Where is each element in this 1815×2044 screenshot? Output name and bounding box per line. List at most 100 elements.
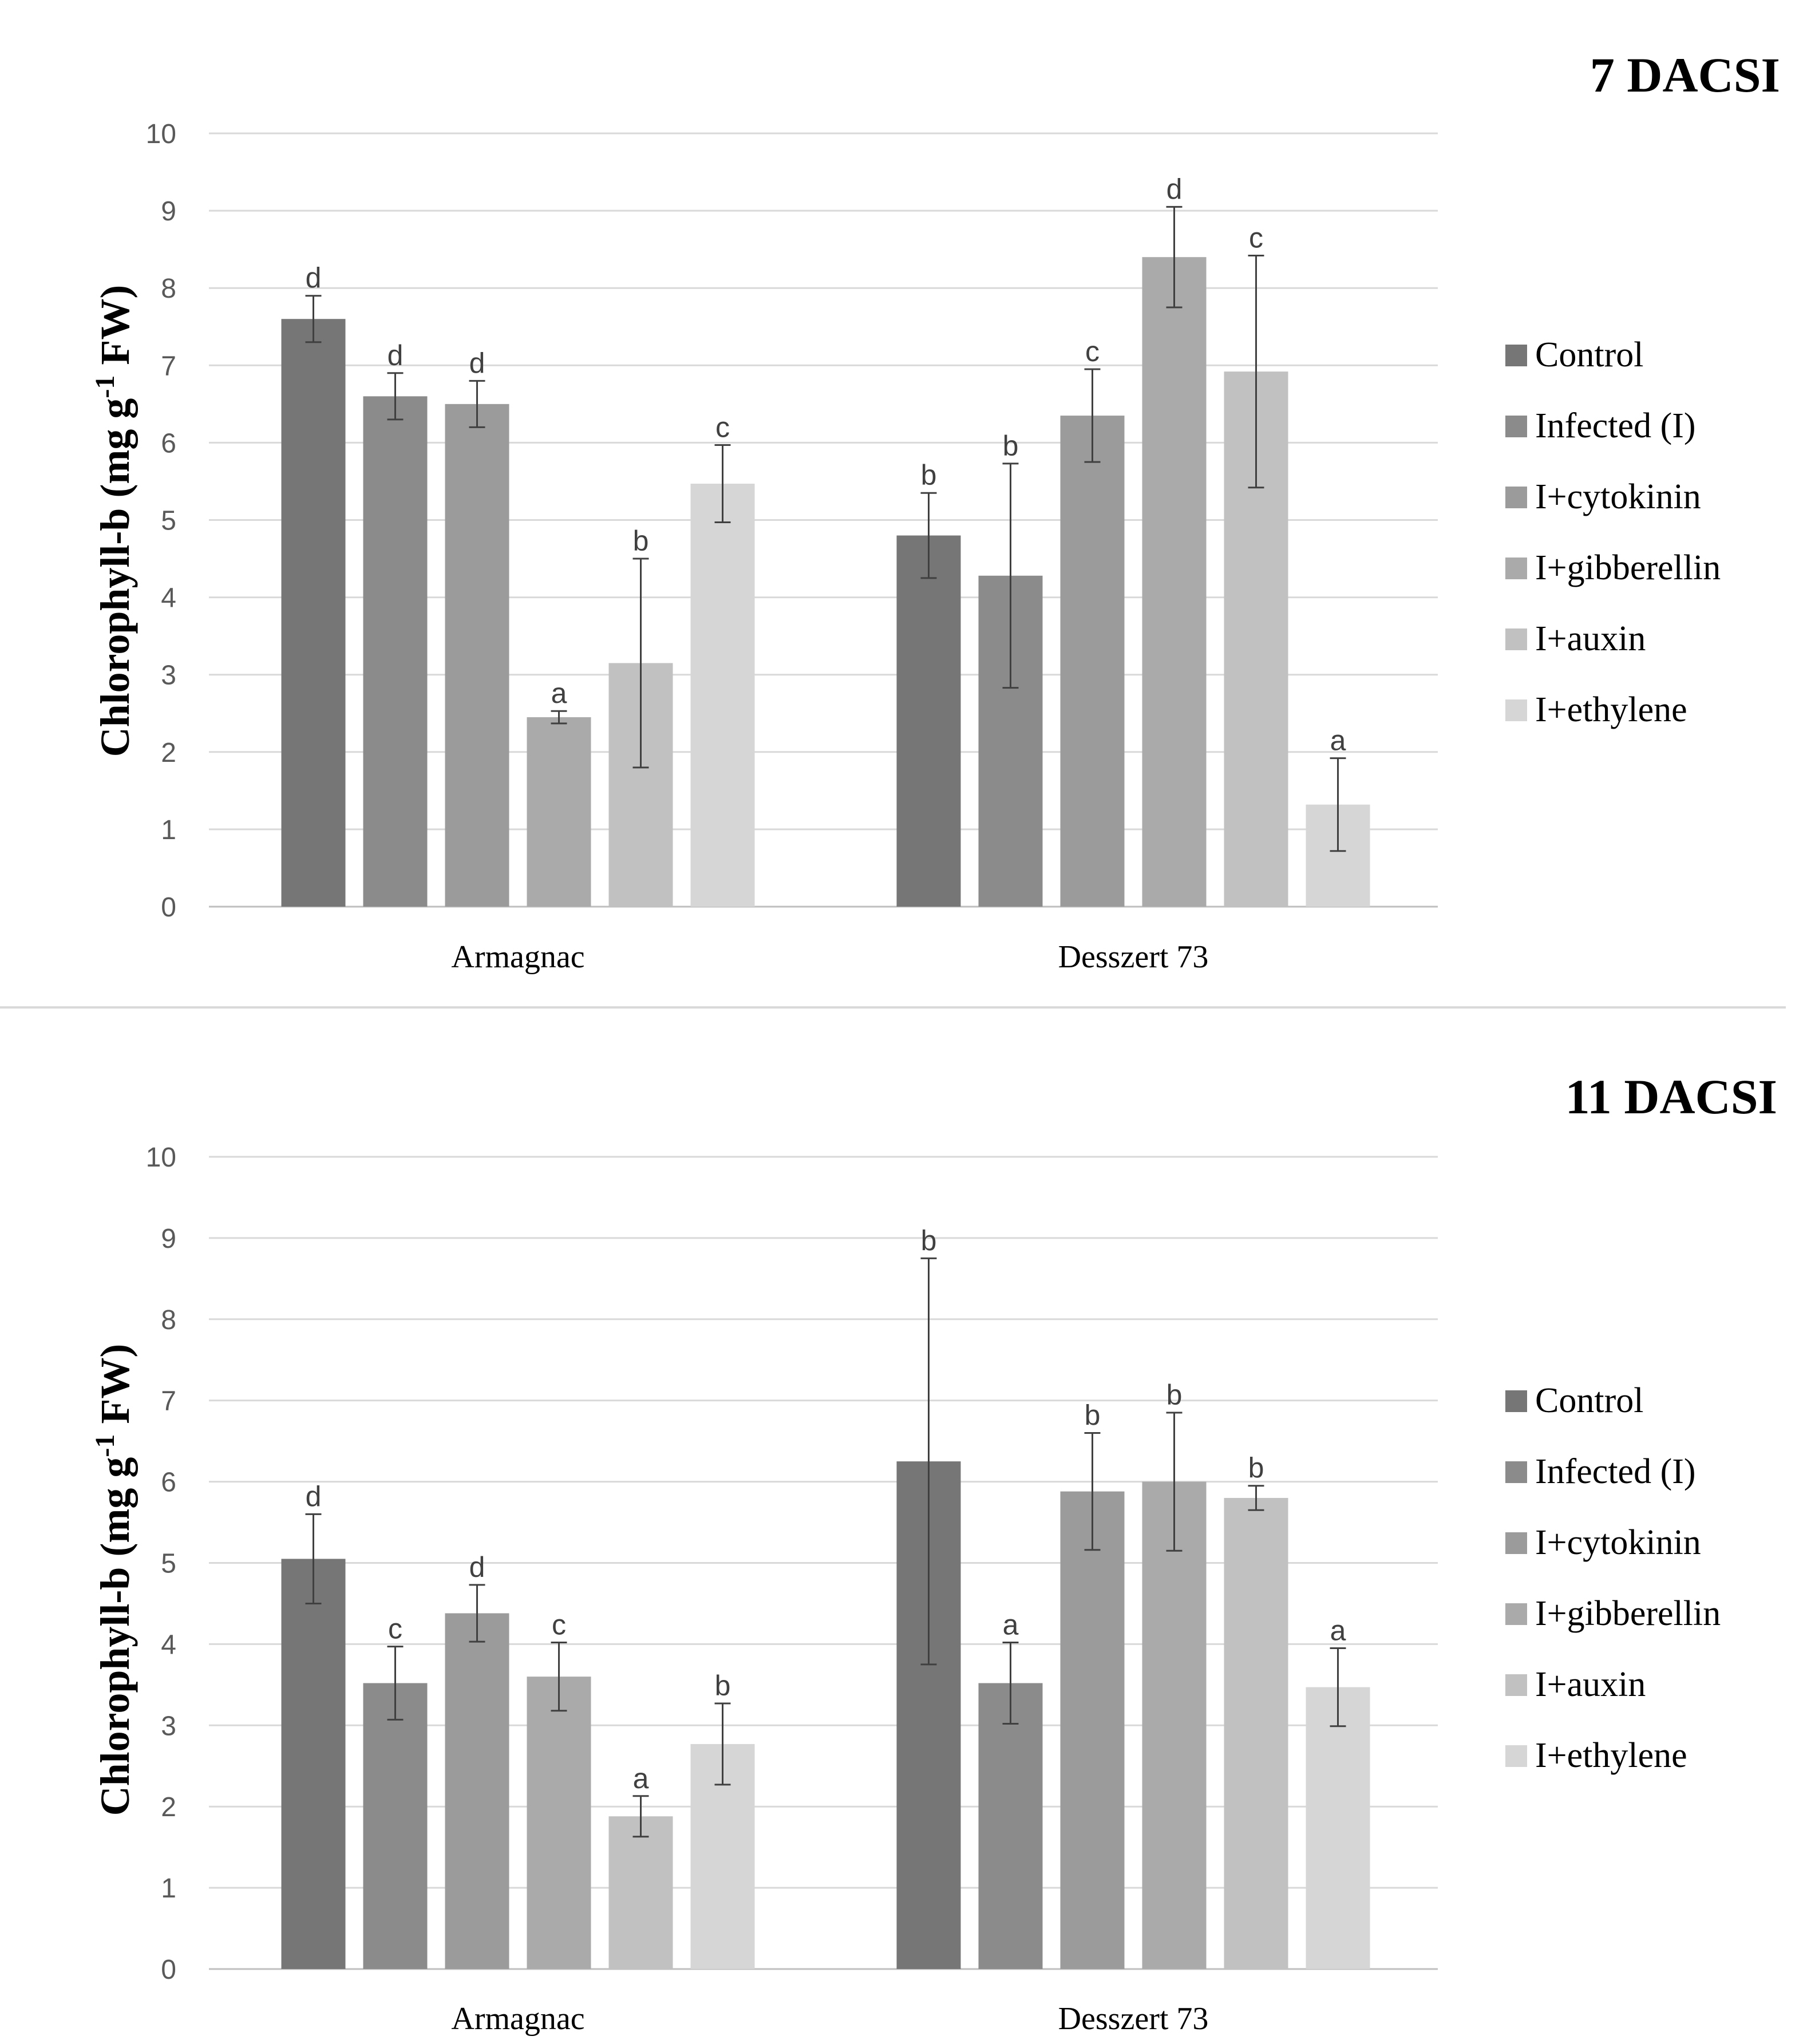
y-tick-label: 8 [161, 1305, 176, 1335]
legend-item: I+gibberellin [1505, 1594, 1721, 1633]
bar [363, 396, 428, 907]
significance-letter: b [715, 1670, 731, 1702]
error-bars [305, 1257, 1346, 1838]
legend-label: I+cytokinin [1535, 1523, 1701, 1562]
y-tick-label: 3 [161, 1711, 176, 1741]
legend-swatch [1505, 487, 1527, 508]
legend-item: Infected (I) [1505, 1452, 1696, 1491]
y-tick-label: 2 [161, 1792, 176, 1822]
error-bar [714, 1702, 731, 1786]
bar [978, 1683, 1043, 1969]
y-axis-label-tail: FW) [92, 285, 138, 375]
bar [1224, 1497, 1288, 1969]
significance-letter: b [1166, 1379, 1183, 1411]
legend-swatch [1505, 345, 1527, 366]
y-tick-label: 4 [161, 583, 176, 614]
legend-item: Control [1505, 1381, 1643, 1420]
bar-series [281, 257, 1370, 907]
y-axis-label-main: Chlorophyll-b (mg g [92, 398, 138, 757]
bar [896, 535, 961, 907]
error-bar [1002, 1642, 1019, 1725]
error-bar [920, 492, 937, 579]
y-tick-label: 4 [161, 1630, 176, 1660]
y-tick-labels: 0 1 2 3 4 5 6 7 8 9 10 [146, 1142, 176, 1985]
legend-swatch [1505, 1390, 1527, 1412]
y-tick-label: 3 [161, 661, 176, 691]
y-tick-label: 9 [161, 196, 176, 227]
y-tick-label: 2 [161, 738, 176, 768]
significance-letter: d [306, 1480, 322, 1512]
legend: Control Infected (I) I+cytokinin I+gibberel… [1505, 335, 1721, 729]
legend-label: I+ethylene [1535, 1736, 1687, 1775]
legend-label: I+cytokinin [1535, 477, 1701, 516]
y-tick-label: 10 [146, 1142, 176, 1173]
legend-swatch [1505, 1461, 1527, 1483]
error-bar [1330, 757, 1346, 852]
significance-letter: a [633, 1762, 649, 1794]
legend-swatch [1505, 1532, 1527, 1554]
legend-label: Control [1535, 335, 1643, 374]
legend-swatch [1505, 1674, 1527, 1696]
significance-letter: d [469, 347, 485, 379]
x-category-labels: Armagnac Desszert 73 [451, 939, 1208, 975]
bar [608, 1816, 673, 1969]
y-axis-label-superscript: -1 [90, 375, 120, 398]
error-bar [632, 558, 649, 769]
error-bar [469, 379, 485, 428]
significance-labels: d d d a b c b b c d c a [306, 173, 1346, 756]
y-axis-label: Chlorophyll-b (mg g-1 FW) [90, 1344, 138, 1816]
x-category-label: Armagnac [451, 2001, 584, 2037]
x-category-label: Armagnac [451, 939, 584, 975]
y-tick-label: 5 [161, 1549, 176, 1579]
significance-letter: d [469, 1551, 485, 1583]
error-bar [1248, 254, 1264, 489]
bar [281, 319, 346, 907]
legend-item: I+ethylene [1505, 1736, 1687, 1775]
legend-swatch [1505, 628, 1527, 650]
error-bar [551, 1642, 567, 1712]
legend-item: I+auxin [1505, 1665, 1646, 1704]
error-bar [387, 1646, 404, 1721]
y-axis-label-main: Chlorophyll-b (mg g [92, 1457, 138, 1816]
bar [690, 484, 755, 907]
legend-swatch [1505, 1745, 1527, 1767]
chart-title: 11 DACSI [1565, 1069, 1777, 1124]
error-bar [1084, 368, 1101, 463]
y-tick-label: 0 [161, 892, 176, 923]
y-tick-label: 8 [161, 274, 176, 304]
significance-letter: a [1003, 1609, 1019, 1641]
legend-item: I+cytokinin [1505, 477, 1701, 516]
y-tick-labels: 0 1 2 3 4 5 6 7 8 9 10 [146, 119, 176, 923]
chart-panel-11-dacsi: 11 DACSI Chlorophyll-b (mg g-1 FW) 0 1 2 3 4… [90, 1069, 1777, 2037]
error-bar [1084, 1432, 1101, 1551]
significance-letter: d [1166, 173, 1183, 205]
y-axis-label-superscript: -1 [90, 1434, 120, 1457]
y-axis-label-tail: FW) [92, 1344, 138, 1434]
legend: Control Infected (I) I+cytokinin I+gibberel… [1505, 1381, 1721, 1775]
significance-letter: c [1085, 335, 1100, 367]
error-bar [551, 710, 567, 725]
legend-label: I+gibberellin [1535, 548, 1721, 587]
error-bar [1248, 1485, 1264, 1511]
significance-letter: c [552, 1609, 566, 1641]
significance-labels: d c d c a b b a b b b a [306, 1224, 1346, 1794]
y-tick-label: 0 [161, 1955, 176, 1985]
error-bar [1330, 1647, 1346, 1727]
error-bar [632, 1795, 649, 1838]
y-tick-label: 9 [161, 1224, 176, 1254]
bar [445, 404, 509, 907]
legend-item: I+cytokinin [1505, 1523, 1701, 1562]
bar [445, 1613, 509, 1969]
legend-label: I+auxin [1535, 619, 1646, 658]
bar [281, 1559, 346, 1969]
significance-letter: b [921, 459, 937, 491]
chart-panel-7-dacsi: 7 DACSI Chlorophyll-b (mg g-1 FW) 0 1 2 3 4 5… [90, 48, 1780, 975]
bar [527, 717, 591, 907]
significance-letter: a [551, 677, 567, 709]
chart-title: 7 DACSI [1590, 48, 1780, 102]
significance-letter: d [387, 339, 404, 371]
legend-label: Control [1535, 1381, 1643, 1420]
legend-swatch [1505, 1603, 1527, 1625]
bar [1142, 1481, 1207, 1969]
